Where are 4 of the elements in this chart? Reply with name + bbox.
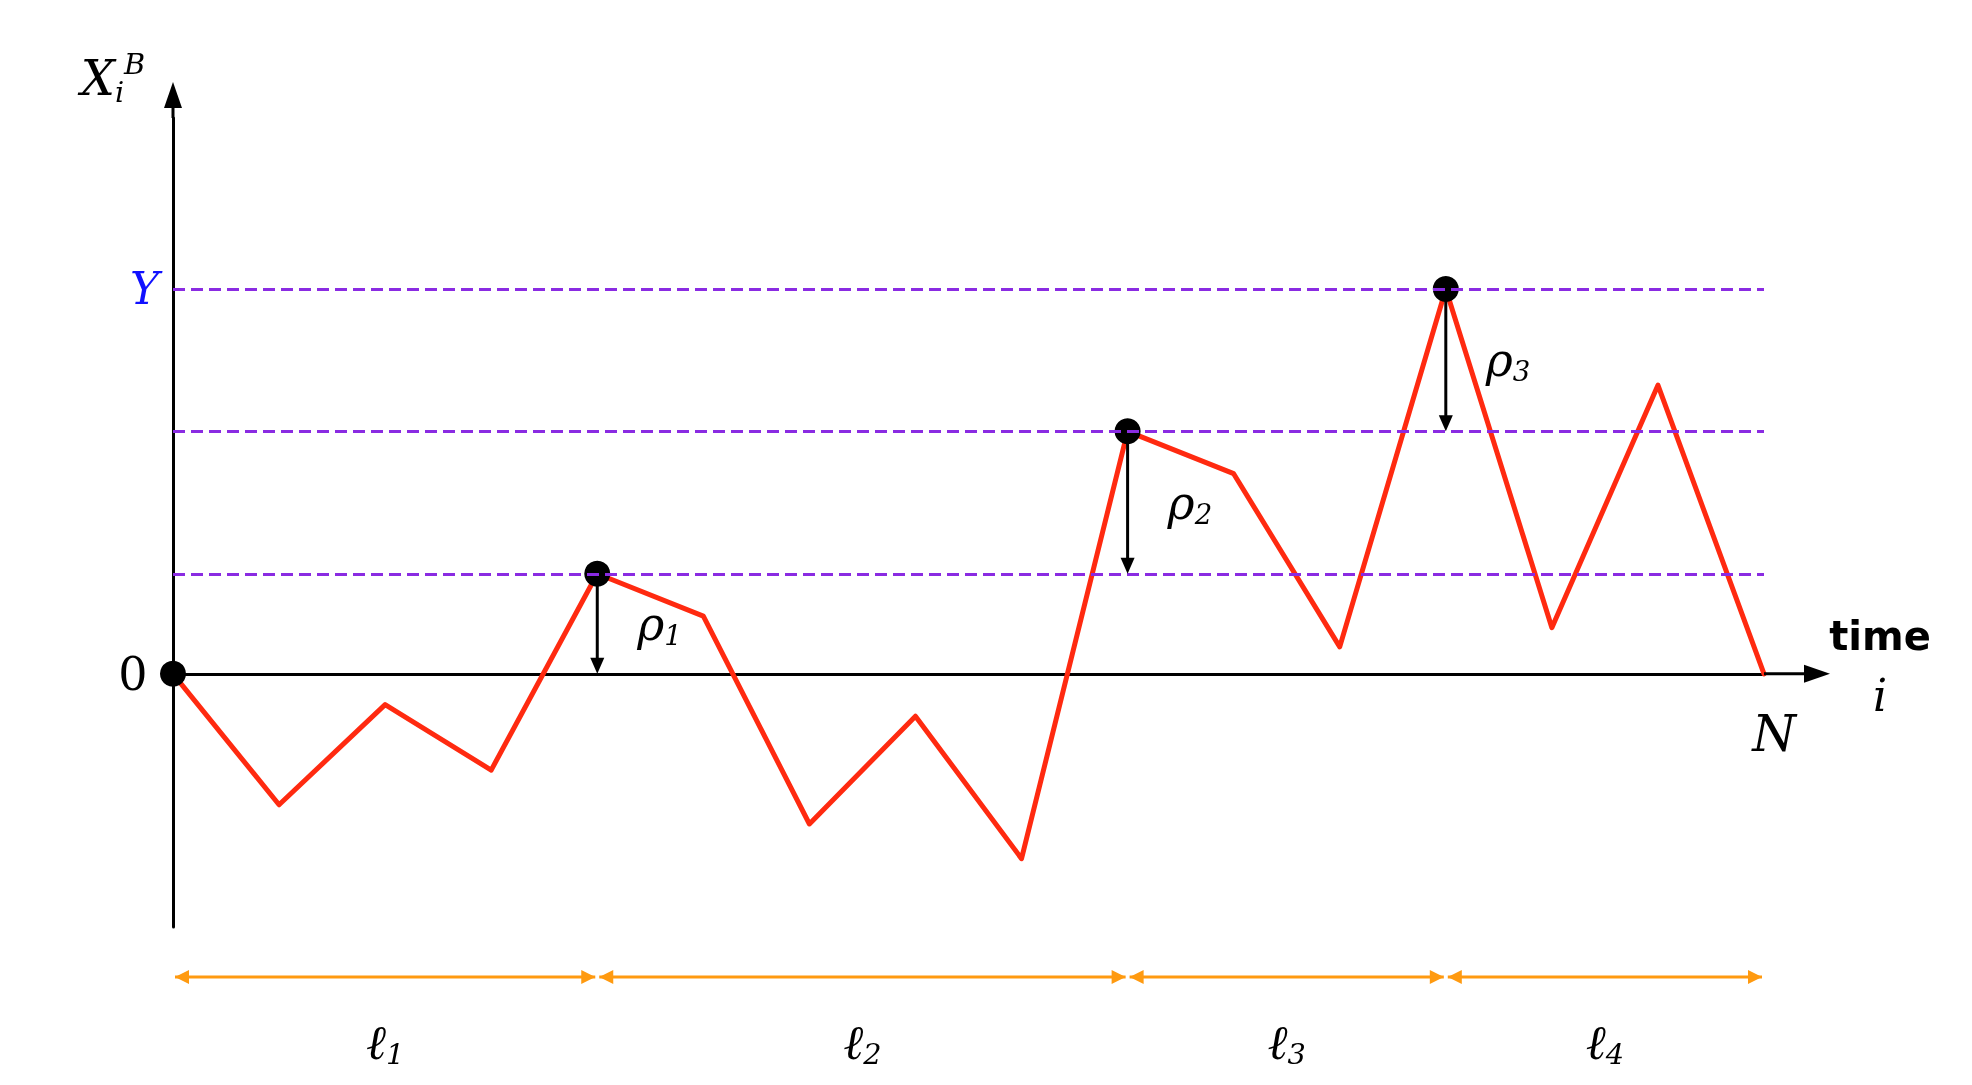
x-axis-title: time i bbox=[1829, 612, 1931, 722]
text: 0 bbox=[118, 646, 148, 701]
annotation: N bbox=[1751, 704, 1799, 763]
ref-line-label: Y bbox=[129, 263, 163, 315]
